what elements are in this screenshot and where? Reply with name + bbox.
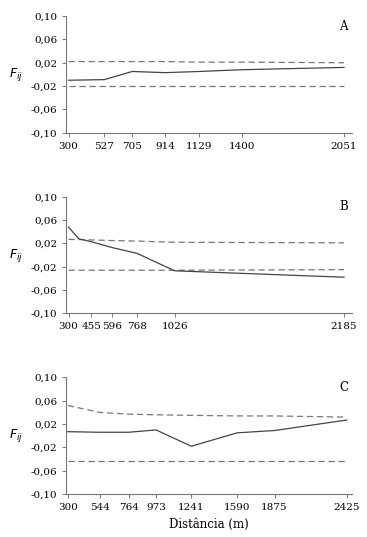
Y-axis label: $F_{ij}$: $F_{ij}$ <box>10 66 23 83</box>
Y-axis label: $F_{ij}$: $F_{ij}$ <box>10 246 23 264</box>
Text: B: B <box>339 200 348 213</box>
Y-axis label: $F_{ij}$: $F_{ij}$ <box>10 427 23 444</box>
Text: A: A <box>339 20 348 33</box>
X-axis label: Distância (m): Distância (m) <box>169 518 249 531</box>
Text: C: C <box>339 381 348 394</box>
